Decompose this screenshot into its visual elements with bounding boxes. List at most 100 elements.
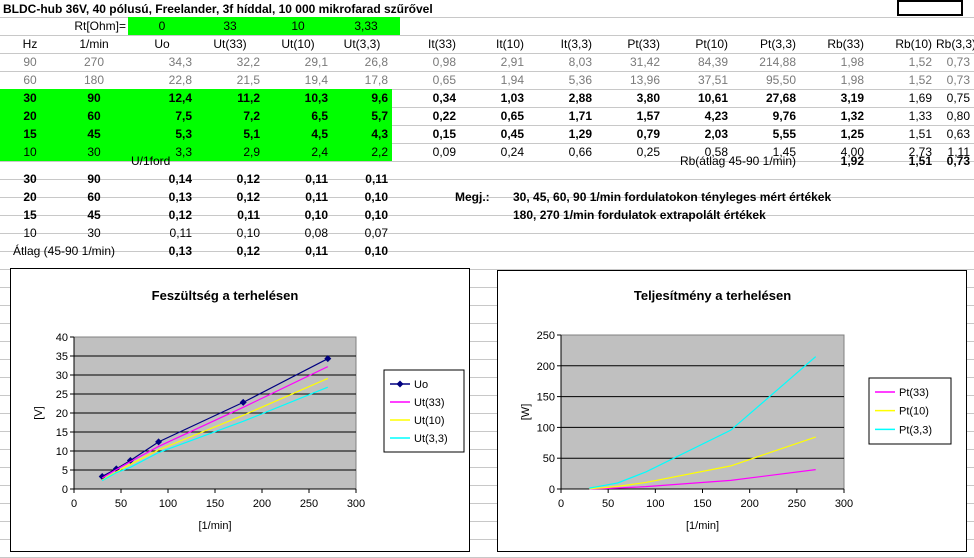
uford-cell[interactable]: 0,11 (237, 208, 260, 222)
data-cell[interactable]: 0,09 (432, 145, 456, 159)
data-cell[interactable]: 0,79 (636, 127, 660, 141)
voltage-chart[interactable]: 0 5 10 15 20 25 30 35 40 0 50 100 150 200 250 300 Feszül… (10, 268, 470, 552)
data-cell[interactable]: 60 (23, 73, 37, 87)
data-cell[interactable]: 9,76 (772, 109, 796, 123)
data-cell[interactable]: 10,3 (264, 89, 332, 107)
average-cell[interactable]: 0,12 (236, 244, 260, 258)
header-cell[interactable]: Ut(33) (213, 37, 247, 51)
header-cell[interactable]: Pt(10) (695, 37, 728, 51)
rb-average-cell[interactable]: 1,92 (840, 154, 864, 168)
data-cell[interactable]: 5,36 (568, 73, 592, 87)
data-cell[interactable]: 15 (0, 125, 60, 143)
uford-cell[interactable]: 0,08 (304, 226, 328, 240)
data-cell[interactable]: 20 (0, 107, 60, 125)
uford-cell[interactable]: 0,11 (305, 172, 328, 186)
data-cell[interactable]: 1,52 (908, 73, 932, 87)
uford-cell[interactable]: 0,10 (364, 208, 388, 222)
data-cell[interactable]: 0,34 (432, 91, 456, 105)
uford-cell[interactable]: 0,10 (304, 208, 328, 222)
data-cell[interactable]: 4,5 (264, 125, 332, 143)
header-cell[interactable]: It(33) (427, 37, 456, 51)
uford-cell[interactable]: 0,12 (236, 172, 260, 186)
uford-cell[interactable]: 0,12 (168, 208, 192, 222)
data-cell[interactable]: 60 (60, 107, 128, 125)
data-cell[interactable]: 0,65 (500, 109, 524, 123)
header-cell[interactable]: It(10) (495, 37, 524, 51)
data-cell[interactable]: 2,2 (332, 143, 392, 161)
note-label[interactable]: Megj.: (455, 190, 490, 204)
data-cell[interactable]: 5,7 (332, 107, 392, 125)
data-cell[interactable]: 1,51 (908, 127, 932, 141)
average-label[interactable]: Átlag (45-90 1/min) (12, 244, 116, 258)
uford-cell[interactable]: 30 (87, 226, 101, 240)
rb-average-label[interactable]: Rb(átlag 45-90 1/min) (679, 154, 796, 168)
data-cell[interactable]: 3,80 (636, 91, 660, 105)
header-cell[interactable]: 1/min (79, 37, 109, 51)
uford-cell[interactable]: 0,12 (236, 190, 260, 204)
data-cell[interactable]: 19,4 (304, 73, 328, 87)
data-cell[interactable]: 0,25 (636, 145, 660, 159)
uford-cell[interactable]: 0,11 (305, 190, 328, 204)
data-cell[interactable]: 34,3 (168, 55, 192, 69)
data-cell[interactable]: 12,4 (128, 89, 196, 107)
data-cell[interactable]: 0,15 (432, 127, 456, 141)
selected-cell[interactable] (897, 0, 963, 16)
average-cell[interactable]: 0,10 (364, 244, 388, 258)
uford-cell[interactable]: 0,13 (168, 190, 192, 204)
header-cell[interactable]: Pt(3,3) (759, 37, 796, 51)
data-cell[interactable]: 1,32 (840, 109, 864, 123)
data-cell[interactable]: 2,03 (704, 127, 728, 141)
header-cell[interactable]: Rb(3,3) (936, 37, 974, 51)
uford-cell[interactable]: 45 (87, 208, 101, 222)
data-cell[interactable]: 37,51 (697, 73, 728, 87)
uford-cell[interactable]: 10 (23, 226, 37, 240)
header-cell[interactable]: It(3,3) (560, 37, 592, 51)
data-cell[interactable]: 1,98 (840, 55, 864, 69)
data-cell[interactable]: 4,3 (332, 125, 392, 143)
note-line[interactable]: 180, 270 1/min fordulatok extrapolált ér… (513, 208, 766, 222)
data-cell[interactable]: 7,2 (196, 107, 264, 125)
rt-value-cell[interactable]: 0 (128, 17, 196, 35)
data-cell[interactable]: 0,65 (432, 73, 456, 87)
uford-cell[interactable]: 0,07 (364, 226, 388, 240)
uford-cell[interactable]: 90 (87, 172, 101, 186)
data-cell[interactable]: 29,1 (304, 55, 328, 69)
data-cell[interactable]: 5,1 (196, 125, 264, 143)
sheet-title[interactable]: BLDC-hub 36V, 40 pólusú, Freelander, 3f … (3, 2, 433, 16)
header-cell[interactable]: Rb(33) (827, 37, 864, 51)
data-cell[interactable]: 10,61 (697, 91, 728, 105)
data-cell[interactable]: 17,8 (364, 73, 388, 87)
rt-value-cell[interactable]: 3,33 (332, 17, 400, 35)
header-cell[interactable]: Hz (22, 37, 38, 51)
data-cell[interactable]: 11,2 (196, 89, 264, 107)
data-cell[interactable]: 9,6 (332, 89, 392, 107)
data-cell[interactable]: 1,25 (840, 127, 864, 141)
data-cell[interactable]: 1,11 (947, 145, 970, 159)
uford-cell[interactable]: 60 (87, 190, 101, 204)
data-cell[interactable]: 90 (23, 55, 37, 69)
header-cell[interactable]: Uo (154, 37, 170, 51)
data-cell[interactable]: 0,98 (432, 55, 456, 69)
data-cell[interactable]: 30 (60, 143, 128, 161)
data-cell[interactable]: 5,55 (772, 127, 796, 141)
header-cell[interactable]: Ut(10) (281, 37, 315, 51)
data-cell[interactable]: 1,33 (908, 109, 932, 123)
data-cell[interactable]: 2,4 (264, 143, 332, 161)
uford-cell[interactable]: 0,10 (236, 226, 260, 240)
data-cell[interactable]: 31,42 (629, 55, 660, 69)
data-cell[interactable]: 95,50 (765, 73, 796, 87)
uford-cell[interactable]: 30 (23, 172, 37, 186)
data-cell[interactable]: 84,39 (697, 55, 728, 69)
uford-cell[interactable]: 20 (23, 190, 37, 204)
data-cell[interactable]: 30 (0, 89, 60, 107)
data-cell[interactable]: 13,96 (629, 73, 660, 87)
data-cell[interactable]: 45 (60, 125, 128, 143)
data-cell[interactable]: 26,8 (364, 55, 388, 69)
uford-cell[interactable]: 0,14 (168, 172, 192, 186)
data-cell[interactable]: 3,3 (128, 143, 196, 161)
data-cell[interactable]: 1,71 (568, 109, 592, 123)
data-cell[interactable]: 8,03 (568, 55, 592, 69)
rb-average-cell[interactable]: 0,73 (946, 154, 970, 168)
data-cell[interactable]: 2,73 (908, 145, 932, 159)
data-cell[interactable]: 1,94 (500, 73, 524, 87)
